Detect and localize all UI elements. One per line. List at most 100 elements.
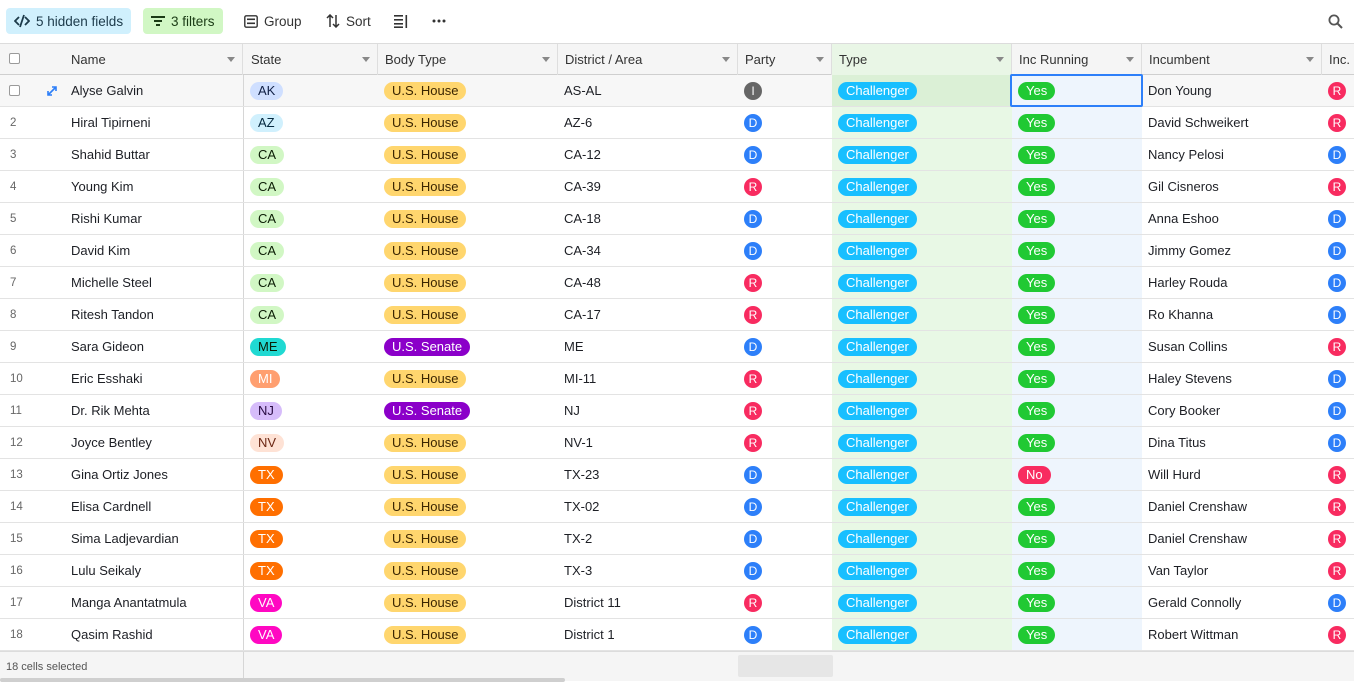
cell-body[interactable]: U.S. House	[378, 459, 558, 490]
cell-name[interactable]: David Kim	[64, 235, 244, 266]
row-number[interactable]: 10	[10, 372, 23, 385]
row-number[interactable]: 13	[10, 468, 23, 481]
column-header-party[interactable]: Party	[738, 44, 832, 75]
cell-district[interactable]: NV-1	[558, 427, 738, 458]
cell-type[interactable]: Challenger	[832, 107, 1012, 138]
cell-body[interactable]: U.S. House	[378, 363, 558, 394]
cell-inc-party[interactable]: D	[1322, 427, 1354, 458]
table-row[interactable]: 7 Michelle Steel CA U.S. House CA-48 R Challen…	[0, 267, 1354, 299]
cell-name[interactable]: Ritesh Tandon	[64, 299, 244, 330]
cell-incumbent[interactable]: Daniel Crenshaw	[1142, 523, 1322, 554]
cell-incumbent[interactable]: Gerald Connolly	[1142, 587, 1322, 618]
cell-incumbent[interactable]: Gil Cisneros	[1142, 171, 1322, 202]
cell-body[interactable]: U.S. House	[378, 139, 558, 170]
cell-state[interactable]: CA	[244, 171, 378, 202]
cell-name[interactable]: Rishi Kumar	[64, 203, 244, 234]
cell-state[interactable]: NV	[244, 427, 378, 458]
row-number[interactable]: 2	[10, 116, 17, 129]
cell-body[interactable]: U.S. House	[378, 107, 558, 138]
cell-party[interactable]: D	[738, 523, 832, 554]
chevron-down-icon[interactable]	[362, 57, 370, 62]
table-row[interactable]: Alyse Galvin AK U.S. House AS-AL I Challenger…	[0, 75, 1354, 107]
row-number[interactable]: 5	[10, 212, 17, 225]
cell-party[interactable]: R	[738, 267, 832, 298]
cell-body[interactable]: U.S. House	[378, 491, 558, 522]
column-header-inc-running[interactable]: Inc Running	[1012, 44, 1142, 75]
cell-name[interactable]: Elisa Cardnell	[64, 491, 244, 522]
cell-body[interactable]: U.S. House	[378, 267, 558, 298]
cell-state[interactable]: ME	[244, 331, 378, 362]
cell-district[interactable]: CA-34	[558, 235, 738, 266]
table-row[interactable]: 18 Qasim Rashid VA U.S. House District 1 D Cha…	[0, 619, 1354, 651]
cell-inc-party[interactable]: R	[1322, 523, 1354, 554]
cell-state[interactable]: CA	[244, 235, 378, 266]
cell-type[interactable]: Challenger	[832, 619, 1012, 650]
cell-inc-running[interactable]: Yes	[1012, 299, 1142, 330]
cell-type[interactable]: Challenger	[832, 203, 1012, 234]
cell-incumbent[interactable]: David Schweikert	[1142, 107, 1322, 138]
cell-body[interactable]: U.S. House	[378, 171, 558, 202]
cell-inc-party[interactable]: D	[1322, 299, 1354, 330]
cell-state[interactable]: VA	[244, 587, 378, 618]
group-button[interactable]: Group	[236, 8, 310, 34]
cell-name[interactable]: Young Kim	[64, 171, 244, 202]
cell-state[interactable]: CA	[244, 139, 378, 170]
cell-inc-party[interactable]: R	[1322, 331, 1354, 362]
cell-state[interactable]: CA	[244, 299, 378, 330]
cell-party[interactable]: D	[738, 491, 832, 522]
cell-name[interactable]: Qasim Rashid	[64, 619, 244, 650]
cell-inc-running[interactable]: Yes	[1012, 491, 1142, 522]
cell-incumbent[interactable]: Jimmy Gomez	[1142, 235, 1322, 266]
cell-state[interactable]: CA	[244, 267, 378, 298]
table-row[interactable]: 12 Joyce Bentley NV U.S. House NV-1 R Challeng…	[0, 427, 1354, 459]
cell-district[interactable]: AS-AL	[558, 75, 738, 106]
cell-state[interactable]: AZ	[244, 107, 378, 138]
cell-party[interactable]: D	[738, 459, 832, 490]
cell-name[interactable]: Eric Esshaki	[64, 363, 244, 394]
cell-party[interactable]: D	[738, 619, 832, 650]
cell-party[interactable]: R	[738, 171, 832, 202]
cell-inc-running[interactable]: Yes	[1012, 363, 1142, 394]
cell-party[interactable]: R	[738, 363, 832, 394]
cell-inc-running[interactable]: Yes	[1012, 267, 1142, 298]
row-number[interactable]: 12	[10, 436, 23, 449]
cell-inc-party[interactable]: D	[1322, 267, 1354, 298]
sort-button[interactable]: Sort	[318, 8, 379, 34]
cell-incumbent[interactable]: Robert Wittman	[1142, 619, 1322, 650]
cell-body[interactable]: U.S. House	[378, 587, 558, 618]
cell-type[interactable]: Challenger	[832, 171, 1012, 202]
cell-type[interactable]: Challenger	[832, 459, 1012, 490]
cell-incumbent[interactable]: Daniel Crenshaw	[1142, 491, 1322, 522]
cell-district[interactable]: CA-48	[558, 267, 738, 298]
table-row[interactable]: 14 Elisa Cardnell TX U.S. House TX-02 D Challe…	[0, 491, 1354, 523]
cell-inc-party[interactable]: D	[1322, 139, 1354, 170]
table-row[interactable]: 13 Gina Ortiz Jones TX U.S. House TX-23 D Chal…	[0, 459, 1354, 491]
cell-type[interactable]: Challenger	[832, 555, 1012, 586]
cell-inc-running[interactable]: Yes	[1012, 523, 1142, 554]
cell-state[interactable]: AK	[244, 75, 378, 106]
cell-name[interactable]: Sima Ladjevardian	[64, 523, 244, 554]
summary-cell[interactable]	[738, 655, 833, 677]
row-height-button[interactable]	[386, 8, 416, 34]
cell-type[interactable]: Challenger	[832, 427, 1012, 458]
row-number[interactable]: 18	[10, 628, 23, 641]
cell-name[interactable]: Sara Gideon	[64, 331, 244, 362]
chevron-down-icon[interactable]	[1306, 57, 1314, 62]
cell-inc-running[interactable]: Yes	[1012, 203, 1142, 234]
hidden-fields-button[interactable]: 5 hidden fields	[6, 8, 132, 34]
row-number[interactable]: 16	[10, 564, 23, 577]
row-number[interactable]: 4	[10, 180, 17, 193]
chevron-down-icon[interactable]	[996, 57, 1004, 62]
column-header-type[interactable]: Type	[832, 44, 1012, 75]
cell-inc-running[interactable]: Yes	[1012, 235, 1142, 266]
cell-party[interactable]: R	[738, 299, 832, 330]
chevron-down-icon[interactable]	[1126, 57, 1134, 62]
cell-body[interactable]: U.S. House	[378, 427, 558, 458]
cell-inc-party[interactable]: D	[1322, 395, 1354, 426]
cell-type[interactable]: Challenger	[832, 587, 1012, 618]
cell-incumbent[interactable]: Dina Titus	[1142, 427, 1322, 458]
cell-party[interactable]: I	[738, 75, 832, 106]
cell-state[interactable]: CA	[244, 203, 378, 234]
cell-type[interactable]: Challenger	[832, 523, 1012, 554]
cell-inc-party[interactable]: R	[1322, 555, 1354, 586]
